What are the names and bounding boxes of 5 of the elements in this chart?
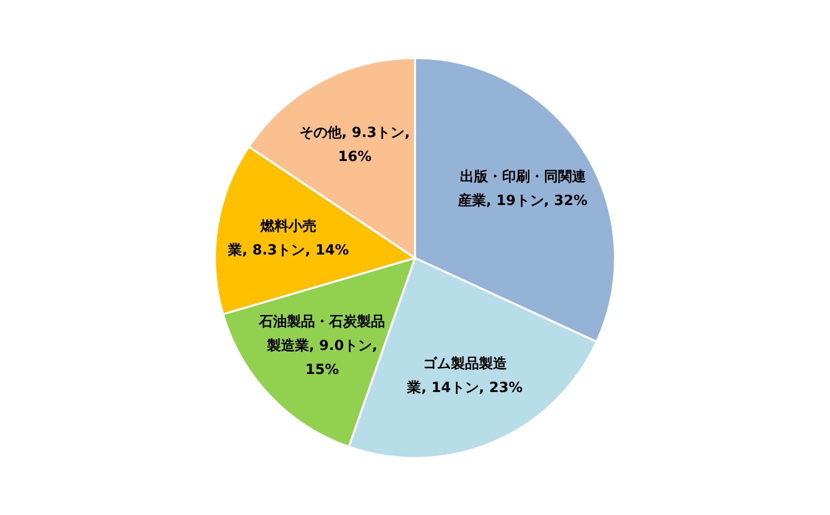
slice-label: その他, 9.3トン, 16% bbox=[300, 124, 410, 165]
slice-label: 燃料小売業, 8.3トン, 14% bbox=[227, 218, 349, 258]
slice-label: 石油製品・石炭製品製造業, 9.0トン, 15% bbox=[258, 314, 386, 378]
slice-label: 出版・印刷・同関連産業, 19トン, 32% bbox=[457, 168, 588, 209]
slice-label: ゴム製品製造業, 14トン, 23% bbox=[406, 356, 523, 396]
